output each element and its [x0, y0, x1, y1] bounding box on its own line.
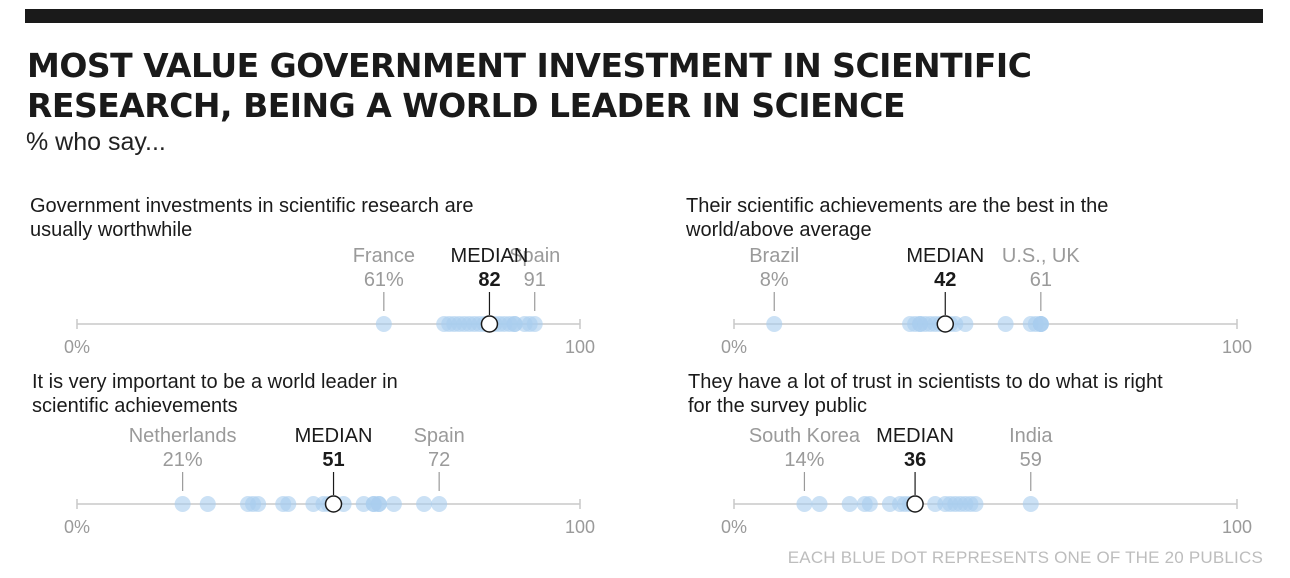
- median-value: 82: [478, 269, 500, 291]
- title-line-1: MOST VALUE GOVERNMENT INVESTMENT IN SCIE…: [27, 46, 1032, 85]
- median-marker: [936, 315, 955, 333]
- x-tick-label-min: 0%: [721, 517, 747, 537]
- question-line-1: Government investments in scientific res…: [30, 195, 474, 217]
- data-dot: [526, 316, 543, 332]
- annotation-value: 72: [428, 449, 450, 471]
- data-dot: [861, 496, 878, 512]
- median-marker: [480, 315, 499, 333]
- data-dot: [250, 496, 267, 512]
- chart-title: MOST VALUE GOVERNMENT INVESTMENT IN SCIE…: [27, 46, 1267, 126]
- annotation-value: 91: [524, 269, 546, 291]
- annotation-name: Spain: [414, 425, 465, 447]
- data-dot: [375, 316, 392, 332]
- median-value: 42: [934, 269, 956, 291]
- x-tick-label-min: 0%: [721, 337, 747, 357]
- question-line-1: Their scientific achievements are the be…: [686, 195, 1108, 217]
- data-dot: [385, 496, 402, 512]
- x-tick-label-max: 100: [1222, 517, 1252, 537]
- question-line-1: It is very important to be a world leade…: [32, 371, 398, 393]
- annotation-value: 61%: [364, 269, 404, 291]
- data-dot: [1022, 496, 1039, 512]
- data-dot: [967, 496, 984, 512]
- data-dot: [370, 496, 387, 512]
- question-line-2: world/above average: [685, 219, 872, 241]
- data-dot: [957, 316, 974, 332]
- annotation-name: France: [353, 245, 415, 267]
- question-line-2: usually worthwhile: [30, 219, 192, 241]
- annotation-name: South Korea: [749, 425, 861, 447]
- x-tick-label-min: 0%: [64, 337, 90, 357]
- median-value: 36: [904, 449, 926, 471]
- dot-plot-panel-1: Government investments in scientific res…: [30, 195, 595, 357]
- median-label: MEDIAN: [295, 425, 373, 447]
- dot-plot-panel-2: Their scientific achievements are the be…: [685, 195, 1252, 357]
- annotation-name: India: [1009, 425, 1053, 447]
- question-line-1: They have a lot of trust in scientists t…: [688, 371, 1163, 393]
- annotation-value: 8%: [760, 269, 789, 291]
- annotation-name: Brazil: [749, 245, 799, 267]
- data-dot: [1032, 316, 1049, 332]
- title-line-2: RESEARCH, BEING A WORLD LEADER IN SCIENC…: [27, 86, 906, 125]
- median-label: MEDIAN: [451, 245, 529, 267]
- dot-plot-panel-3: It is very important to be a world leade…: [32, 371, 595, 537]
- data-dot: [431, 496, 448, 512]
- data-dot: [416, 496, 433, 512]
- footnote: EACH BLUE DOT REPRESENTS ONE OF THE 20 P…: [787, 548, 1263, 567]
- data-dot: [997, 316, 1014, 332]
- median-label: MEDIAN: [906, 245, 984, 267]
- annotation-value: 14%: [784, 449, 824, 471]
- data-dot: [796, 496, 813, 512]
- median-label: MEDIAN: [876, 425, 954, 447]
- question-line-2: scientific achievements: [32, 395, 238, 417]
- annotation-value: 59: [1020, 449, 1042, 471]
- question-line-2: for the survey public: [688, 395, 867, 417]
- annotation-name: Netherlands: [129, 425, 237, 447]
- annotation-name: Spain: [509, 245, 560, 267]
- median-marker: [324, 495, 343, 513]
- chart-subtitle: % who say...: [26, 128, 166, 156]
- data-dot: [174, 496, 191, 512]
- top-rule: [25, 9, 1263, 23]
- data-dot: [766, 316, 783, 332]
- median-marker: [906, 495, 924, 513]
- x-tick-label-max: 100: [1222, 337, 1252, 357]
- x-tick-label-max: 100: [565, 517, 595, 537]
- annotation-value: 21%: [163, 449, 203, 471]
- data-dot: [841, 496, 858, 512]
- dot-plot-panel-4: They have a lot of trust in scientists t…: [688, 371, 1252, 537]
- median-value: 51: [322, 449, 344, 471]
- data-dot: [811, 496, 828, 512]
- data-dot: [199, 496, 216, 512]
- x-tick-label-min: 0%: [64, 517, 90, 537]
- x-tick-label-max: 100: [565, 337, 595, 357]
- annotation-name: U.S., UK: [1002, 245, 1080, 267]
- data-dot: [280, 496, 297, 512]
- annotation-value: 61: [1030, 269, 1052, 291]
